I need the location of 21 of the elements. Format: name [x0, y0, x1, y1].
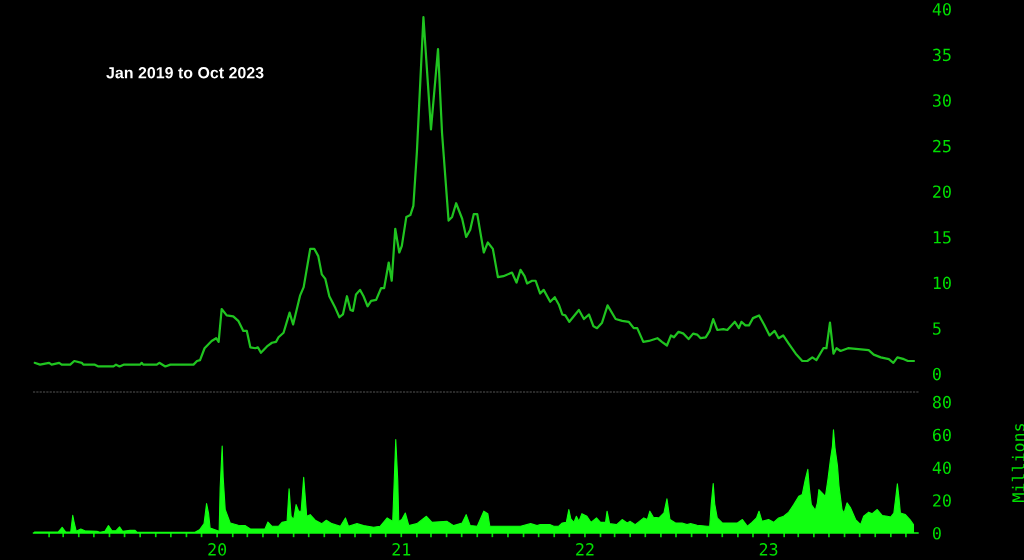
- y-tick-label: 15: [933, 231, 951, 244]
- y-tick-label: 40: [932, 461, 951, 475]
- y-tick-label: 0: [932, 527, 941, 540]
- y-tick-label: 25: [933, 139, 951, 153]
- y-axis-title: Millions: [1011, 424, 1024, 502]
- x-tick-label: 20: [208, 543, 227, 556]
- y-tick-label: 20: [933, 185, 951, 198]
- y-tick-label: 10: [933, 276, 951, 290]
- x-tick-label: 21: [392, 543, 411, 556]
- y-tick-label: 30: [933, 94, 951, 107]
- annotation: Jan 2019 to Oct 2023: [106, 67, 264, 79]
- y-tick-label: 80: [932, 395, 951, 409]
- x-tick-label: 23: [759, 543, 778, 556]
- y-tick-label: 40: [932, 3, 951, 16]
- x-tick-label: 22: [576, 543, 594, 556]
- y-tick-label: 60: [932, 428, 951, 442]
- line-series: [33, 16, 916, 368]
- y-tick-label: 35: [933, 48, 951, 62]
- y-tick-label: 20: [933, 494, 951, 507]
- y-tick-label: 5: [933, 322, 941, 335]
- y-tick-label: 0: [932, 367, 941, 381]
